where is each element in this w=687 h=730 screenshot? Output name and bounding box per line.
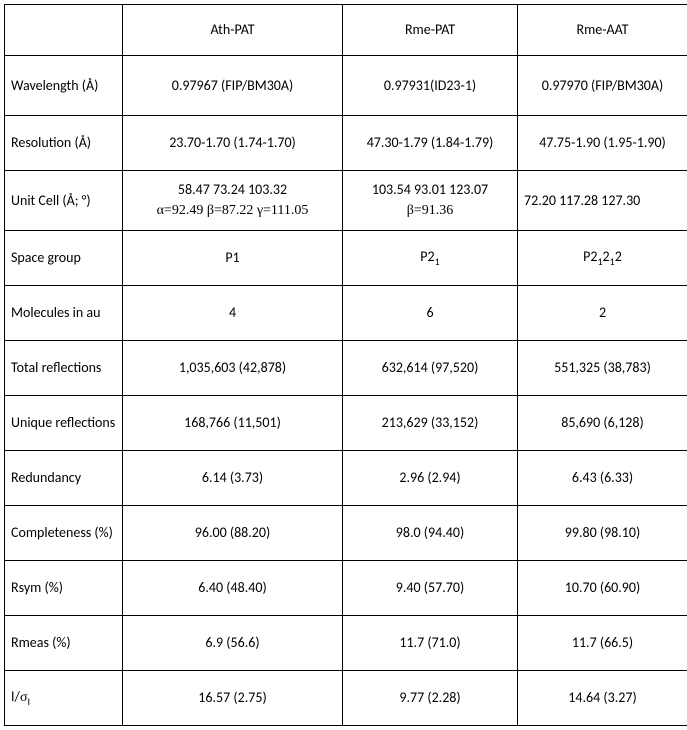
molecules-c3: 2 [518, 286, 687, 341]
header-row: Ath-PAT Rme-PAT Rme-AAT [5, 5, 687, 56]
rsym-row: Rsym (%) 6.40 (48.40) 9.40 (57.70) 10.70… [5, 561, 687, 616]
resolution-c2: 47.30-1.79 (1.84-1.79) [343, 116, 518, 171]
molecules-c1: 4 [123, 286, 343, 341]
wavelength-label: Wavelength (Å) [5, 56, 123, 116]
redundancy-label: Redundancy [5, 451, 123, 506]
completeness-row: Completeness (%) 96.00 (88.20) 98.0 (94.… [5, 506, 687, 561]
spacegroup-label: Space group [5, 231, 123, 286]
molecules-row: Molecules in au 4 6 2 [5, 286, 687, 341]
spacegroup-c3: P21212 [518, 231, 687, 286]
unitcell-c3-line1: 72.20 117.28 127.30 [524, 192, 640, 209]
isigma-c3: 14.64 (3.27) [518, 671, 687, 726]
rmeas-c1: 6.9 (56.6) [123, 616, 343, 671]
uniquerefl-c1: 168,766 (11,501) [123, 396, 343, 451]
unitcell-c3: 72.20 117.28 127.30 [518, 171, 687, 231]
unitcell-label: Unit Cell (Å; °) [5, 171, 123, 231]
isigma-c2: 9.77 (2.28) [343, 671, 518, 726]
spacegroup-row: Space group P1 P21 P21212 [5, 231, 687, 286]
spacegroup-c2-base: P2 [420, 248, 434, 265]
isigma-label-pre: I/ [11, 688, 20, 705]
totalrefl-c1: 1,035,603 (42,878) [123, 341, 343, 396]
molecules-label: Molecules in au [5, 286, 123, 341]
wavelength-row: Wavelength (Å) 0.97967 (FIP/BM30A) 0.979… [5, 56, 687, 116]
resolution-label: Resolution (Å) [5, 116, 123, 171]
resolution-c3: 47.75-1.90 (1.95-1.90) [518, 116, 687, 171]
completeness-c2: 98.0 (94.40) [343, 506, 518, 561]
spacegroup-c2-sub: 1 [435, 255, 440, 268]
isigma-row: I/σI 16.57 (2.75) 9.77 (2.28) 14.64 (3.2… [5, 671, 687, 726]
completeness-c1: 96.00 (88.20) [123, 506, 343, 561]
unitcell-c1-line1: 58.47 73.24 103.32 [178, 181, 287, 198]
crystallography-table: Ath-PAT Rme-PAT Rme-AAT Wavelength (Å) 0… [4, 4, 687, 726]
spacegroup-c2: P21 [343, 231, 518, 286]
totalrefl-row: Total reflections 1,035,603 (42,878) 632… [5, 341, 687, 396]
rsym-c1: 6.40 (48.40) [123, 561, 343, 616]
rmeas-c2: 11.7 (71.0) [343, 616, 518, 671]
spacegroup-c1: P1 [123, 231, 343, 286]
wavelength-c3: 0.97970 (FIP/BM30A) [518, 56, 687, 116]
uniquerefl-c3: 85,690 (6,128) [518, 396, 687, 451]
totalrefl-c2: 632,614 (97,520) [343, 341, 518, 396]
header-ath-pat: Ath-PAT [123, 5, 343, 56]
header-rme-aat: Rme-AAT [518, 5, 687, 56]
isigma-c1: 16.57 (2.75) [123, 671, 343, 726]
molecules-c2: 6 [343, 286, 518, 341]
spacegroup-c3-mid: 2 [603, 248, 610, 265]
isigma-label: I/σI [5, 671, 123, 726]
resolution-c1: 23.70-1.70 (1.74-1.70) [123, 116, 343, 171]
redundancy-c1: 6.14 (3.73) [123, 451, 343, 506]
unitcell-c2: 103.54 93.01 123.07 β=91.36 [343, 171, 518, 231]
rsym-c2: 9.40 (57.70) [343, 561, 518, 616]
uniquerefl-row: Unique reflections 168,766 (11,501) 213,… [5, 396, 687, 451]
unitcell-c2-line2: β=91.36 [407, 203, 454, 218]
spacegroup-c3-pre: P2 [583, 248, 597, 265]
rmeas-label: Rmeas (%) [5, 616, 123, 671]
isigma-label-sub: I [27, 695, 30, 708]
unitcell-c1-line2: α=92.49 β=87.22 γ=111.05 [157, 203, 309, 218]
redundancy-row: Redundancy 6.14 (3.73) 2.96 (2.94) 6.43 … [5, 451, 687, 506]
wavelength-c2: 0.97931(ID23-1) [343, 56, 518, 116]
redundancy-c3: 6.43 (6.33) [518, 451, 687, 506]
wavelength-c1: 0.97967 (FIP/BM30A) [123, 56, 343, 116]
header-blank [5, 5, 123, 56]
rsym-c3: 10.70 (60.90) [518, 561, 687, 616]
uniquerefl-label: Unique reflections [5, 396, 123, 451]
uniquerefl-c2: 213,629 (33,152) [343, 396, 518, 451]
spacegroup-c3-end: 2 [615, 248, 622, 265]
table-container: Ath-PAT Rme-PAT Rme-AAT Wavelength (Å) 0… [0, 0, 687, 730]
unitcell-c1: 58.47 73.24 103.32 α=92.49 β=87.22 γ=111… [123, 171, 343, 231]
completeness-label: Completeness (%) [5, 506, 123, 561]
completeness-c3: 99.80 (98.10) [518, 506, 687, 561]
totalrefl-label: Total reflections [5, 341, 123, 396]
redundancy-c2: 2.96 (2.94) [343, 451, 518, 506]
totalrefl-c3: 551,325 (38,783) [518, 341, 687, 396]
isigma-label-sigma: σ [20, 690, 28, 705]
rmeas-row: Rmeas (%) 6.9 (56.6) 11.7 (71.0) 11.7 (6… [5, 616, 687, 671]
unitcell-row: Unit Cell (Å; °) 58.47 73.24 103.32 α=92… [5, 171, 687, 231]
resolution-row: Resolution (Å) 23.70-1.70 (1.74-1.70) 47… [5, 116, 687, 171]
header-rme-pat: Rme-PAT [343, 5, 518, 56]
rsym-label: Rsym (%) [5, 561, 123, 616]
unitcell-c2-line1: 103.54 93.01 123.07 [372, 181, 488, 198]
rmeas-c3: 11.7 (66.5) [518, 616, 687, 671]
